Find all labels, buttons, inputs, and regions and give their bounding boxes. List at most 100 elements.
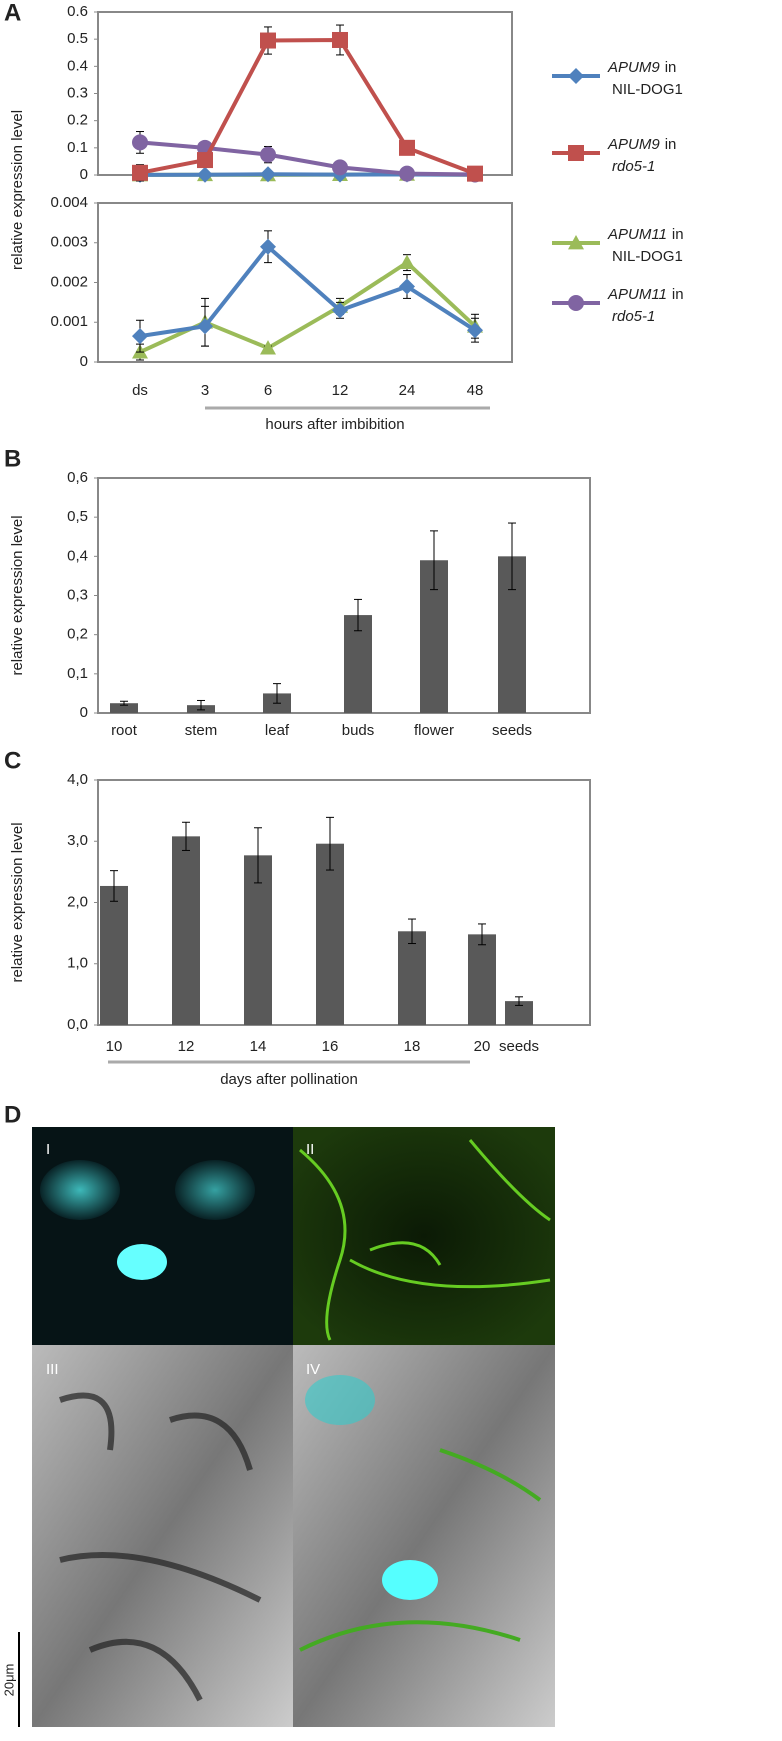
marker: [568, 145, 584, 161]
y-axis-title: relative expression level: [9, 822, 26, 982]
marker: [467, 165, 483, 182]
legend-connector: in: [672, 286, 684, 303]
y-tick-label: 0.002: [50, 273, 88, 290]
marker: [132, 164, 148, 181]
error-bar: [273, 683, 281, 704]
error-bar: [326, 816, 334, 871]
x-tick-label: root: [111, 722, 138, 739]
legend-label: APUM9 in: [607, 136, 676, 153]
legend-item: APUM11 in NIL-DOG1: [552, 226, 684, 265]
legend-item: APUM9 in rdo5-1: [552, 136, 676, 175]
marker: [332, 302, 348, 319]
x-tick-label: stem: [185, 722, 218, 739]
bar: [316, 843, 344, 1025]
y-tick-label: 0.5: [67, 30, 88, 47]
marker: [197, 318, 213, 335]
x-tick-label: 12: [332, 382, 349, 399]
panel-label: D: [4, 1101, 21, 1128]
x-tick-label: buds: [342, 722, 375, 739]
y-tick-label: 2,0: [67, 893, 88, 910]
bar: [244, 855, 272, 1025]
x-tick-label: 16: [322, 1038, 339, 1055]
error-bar: [110, 870, 118, 902]
cell: [305, 1375, 375, 1425]
x-tick-label: 14: [250, 1038, 267, 1055]
x-tick-label: 24: [399, 382, 416, 399]
pane-label: I: [46, 1141, 50, 1158]
y-tick-label: 3,0: [67, 832, 88, 849]
bar: [100, 885, 128, 1025]
x-tick-label: seeds: [499, 1038, 539, 1055]
x-tick-label: ds: [132, 382, 148, 399]
membrane: [299, 1448, 542, 1652]
marker: [399, 254, 415, 270]
y-axis-title: relative expression level: [9, 515, 26, 675]
x-tick-label: 48: [467, 382, 484, 399]
y-tick-label: 0.001: [50, 313, 88, 330]
legend-label: APUM11 in: [607, 226, 684, 243]
x-tick-label: seeds: [492, 722, 532, 739]
legend-connector: in: [665, 59, 677, 76]
y-tick-label: 0,6: [67, 469, 88, 486]
y-tick-label: 0.4: [67, 57, 88, 74]
x-axis-title: days after pollination: [220, 1071, 358, 1088]
marker: [399, 139, 415, 156]
cell: [175, 1160, 255, 1220]
legend-line-name: NIL-DOG1: [612, 81, 683, 98]
pane-image: [32, 1345, 293, 1727]
series-line: [139, 243, 477, 339]
legend-connector: in: [672, 226, 684, 243]
legend-item: APUM11 in rdo5-1: [552, 286, 684, 325]
marker: [332, 159, 348, 176]
pane-image: [32, 1127, 293, 1345]
legend-line-name: NIL-DOG1: [612, 248, 683, 265]
marker: [260, 166, 276, 183]
pane-image: [293, 1127, 555, 1345]
error-bar: [182, 821, 190, 851]
y-tick-label: 0.3: [67, 84, 88, 101]
membrane: [299, 1139, 551, 1341]
y-tick-label: 0: [80, 704, 88, 721]
x-tick-label: 18: [404, 1038, 421, 1055]
nucleus: [382, 1560, 438, 1600]
error-bar: [254, 827, 262, 884]
legend-item: APUM9 in NIL-DOG1: [552, 59, 683, 98]
legend-gene: APUM9: [607, 59, 660, 76]
marker: [467, 322, 483, 339]
bar: [398, 931, 426, 1025]
y-tick-label: 0: [80, 353, 88, 370]
error-bar: [430, 530, 438, 591]
y-tick-label: 0.2: [67, 112, 88, 129]
nucleus: [117, 1244, 167, 1280]
y-tick-label: 0.004: [50, 194, 88, 211]
marker: [260, 32, 276, 49]
x-axis-title: hours after imbibition: [265, 416, 404, 433]
pane-label: III: [46, 1361, 59, 1378]
y-tick-label: 0.1: [67, 139, 88, 156]
bar: [505, 1001, 533, 1025]
error-bar: [197, 699, 205, 711]
marker: [260, 238, 276, 255]
marker: [260, 146, 276, 163]
bar: [468, 934, 496, 1025]
y-tick-label: 0,0: [67, 1016, 88, 1033]
pane-label: IV: [306, 1361, 320, 1378]
y-tick-label: 0: [80, 166, 88, 183]
marker: [197, 152, 213, 169]
x-tick-label: 20: [474, 1038, 491, 1055]
panel-label: A: [4, 0, 21, 26]
marker: [197, 166, 213, 183]
x-tick-label: 10: [106, 1038, 123, 1055]
y-tick-label: 0,2: [67, 626, 88, 643]
plot-frame: [97, 11, 513, 176]
marker: [132, 134, 148, 151]
y-tick-label: 1,0: [67, 955, 88, 972]
x-tick-label: flower: [414, 722, 454, 739]
legend-gene: APUM11: [607, 226, 667, 243]
plot-frame: [97, 202, 513, 363]
error-bar: [120, 700, 128, 706]
marker: [568, 235, 584, 250]
error-bar: [354, 598, 362, 632]
bar: [110, 703, 138, 713]
